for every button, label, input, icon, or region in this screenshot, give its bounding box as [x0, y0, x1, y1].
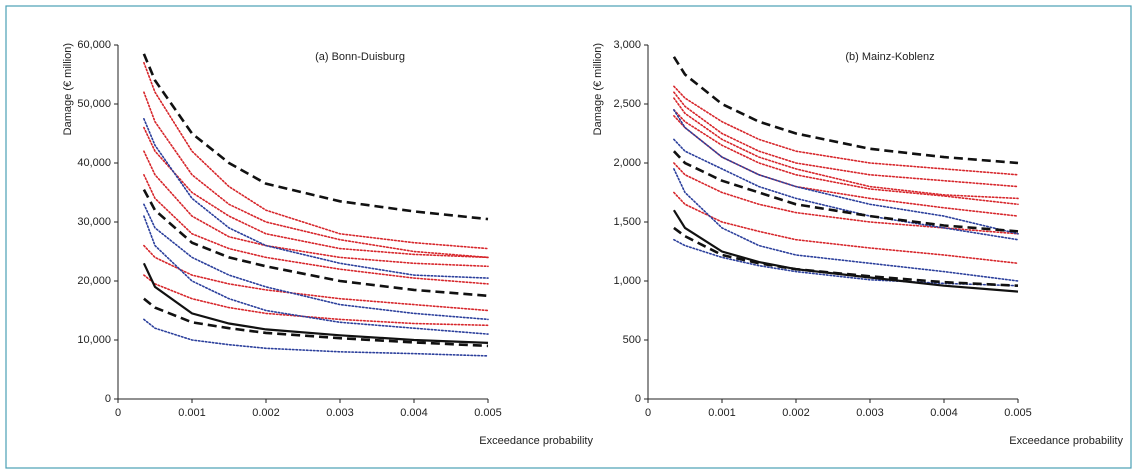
- data-line: [673, 168, 1019, 282]
- data-line: [672, 209, 1019, 293]
- y-axis-label: Damage (€ million): [592, 43, 604, 135]
- data-line: [143, 126, 489, 259]
- data-line: [143, 274, 489, 327]
- data-line: [673, 109, 1019, 235]
- y-tick-label: 1,500: [613, 216, 641, 228]
- y-tick-label: 2,500: [613, 98, 641, 110]
- data-line: [673, 97, 1019, 200]
- data-line: [142, 188, 489, 298]
- y-axis-label: Damage (€ million): [62, 43, 74, 135]
- data-line: [143, 61, 489, 250]
- data-line: [143, 215, 489, 335]
- y-tick-label: 40,000: [77, 157, 111, 169]
- y-tick-label: 30,000: [77, 216, 111, 228]
- y-tick-label: 2,000: [613, 157, 641, 169]
- y-tick-label: 50,000: [77, 98, 111, 110]
- x-tick-label: 0.002: [782, 407, 810, 419]
- data-line: [143, 150, 489, 268]
- data-line: [143, 203, 489, 321]
- x-tick-label: 0.003: [856, 407, 884, 419]
- data-line: [143, 118, 489, 279]
- y-tick-label: 3,000: [613, 39, 641, 51]
- data-line: [142, 53, 489, 221]
- data-line: [672, 150, 1019, 233]
- chart-title: (b) Mainz-Koblenz: [845, 51, 934, 63]
- y-tick-label: 10,000: [77, 334, 111, 346]
- y-tick-label: 0: [105, 393, 111, 405]
- data-line: [143, 297, 489, 348]
- data-line: [143, 318, 489, 357]
- data-line: [673, 85, 1019, 176]
- data-line: [143, 91, 489, 259]
- data-line: [142, 262, 489, 344]
- y-tick-label: 0: [635, 393, 641, 405]
- x-tick-label: 0: [645, 407, 651, 419]
- data-line: [673, 238, 1019, 287]
- data-line: [673, 109, 1019, 206]
- data-line: [673, 191, 1019, 265]
- x-tick-label: 0.001: [708, 407, 736, 419]
- x-tick-label: 0.004: [930, 407, 958, 419]
- data-line: [673, 162, 1019, 235]
- data-line: [673, 138, 1019, 241]
- x-tick-label: 0.005: [474, 407, 502, 419]
- x-tick-label: 0.002: [252, 407, 280, 419]
- data-line: [143, 174, 489, 285]
- data-line: [143, 244, 489, 312]
- data-line: [673, 91, 1019, 188]
- x-tick-label: 0.004: [400, 407, 428, 419]
- frame: [5, 5, 1132, 469]
- data-line: [673, 115, 1019, 217]
- x-axis-label: Exceedance probability: [479, 435, 593, 447]
- y-tick-label: 500: [623, 334, 641, 346]
- chart-title: (a) Bonn-Duisburg: [315, 51, 405, 63]
- y-tick-label: 1,000: [613, 275, 641, 287]
- x-tick-label: 0.003: [326, 407, 354, 419]
- x-tick-label: 0.001: [178, 407, 206, 419]
- y-tick-label: 60,000: [77, 39, 111, 51]
- data-line: [672, 56, 1019, 165]
- x-tick-label: 0.005: [1004, 407, 1032, 419]
- x-axis-label: Exceedance probability: [1009, 435, 1123, 447]
- x-tick-label: 0: [115, 407, 121, 419]
- y-tick-label: 20,000: [77, 275, 111, 287]
